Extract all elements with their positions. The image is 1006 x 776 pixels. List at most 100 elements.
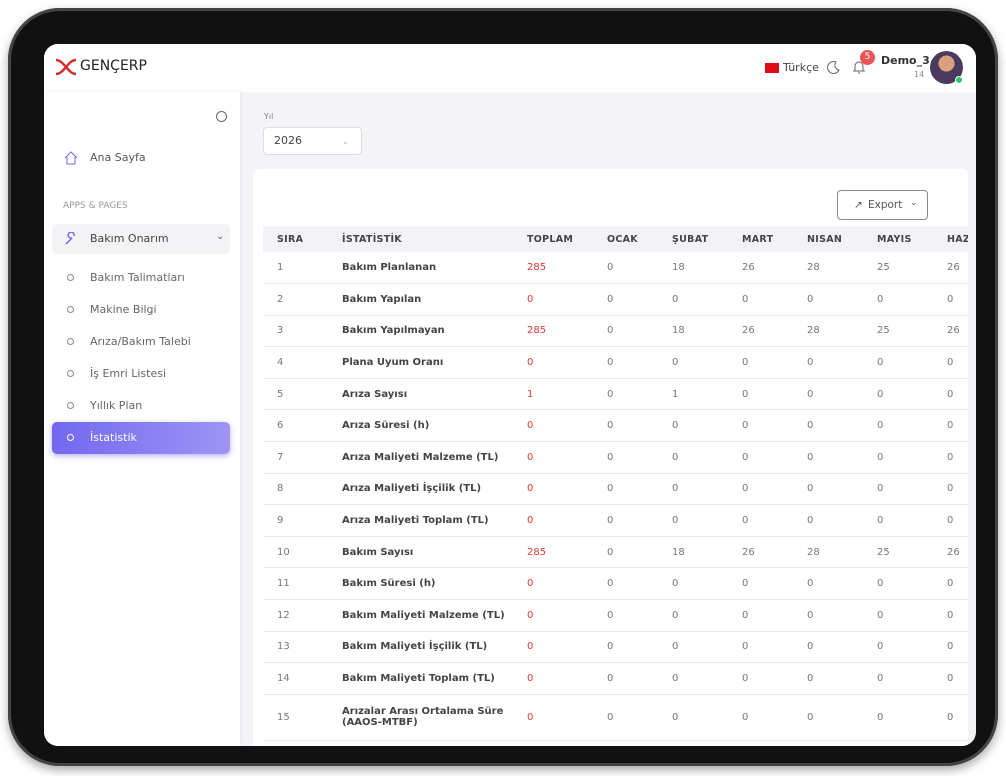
table-cell: 10 bbox=[263, 536, 328, 569]
table-cell: 26 bbox=[933, 536, 968, 569]
menu-item-label: Bakım Talimatları bbox=[90, 271, 185, 284]
table-cell: 0 bbox=[793, 599, 863, 632]
table-cell: 0 bbox=[793, 378, 863, 411]
stats-table: SIRA İSTATİSTİK TOPLAM OCAK ŞUBAT MART NISAN MA… bbox=[263, 226, 968, 741]
home-link[interactable]: Ana Sayfa bbox=[90, 151, 146, 164]
table-cell: 0 bbox=[658, 631, 728, 664]
table-cell: Bakım Maliyeti İşçilik (TL) bbox=[328, 631, 513, 664]
bullet bbox=[67, 338, 74, 345]
menu-item[interactable]: Yıllık Plan bbox=[52, 390, 230, 422]
table-row: 5 Arıza Sayısı 1 0 1 0 0 0 0 bbox=[263, 378, 968, 411]
table-cell: 285 bbox=[513, 536, 593, 569]
theme-toggle[interactable] bbox=[827, 60, 841, 74]
table-cell: 0 bbox=[658, 409, 728, 443]
table-row: 8 Arıza Maliyeti İşçilik (TL) 0 0 0 0 0 0 0 bbox=[263, 473, 968, 506]
table-cell: 0 bbox=[863, 694, 933, 741]
flag bbox=[765, 63, 779, 73]
table-cell: 0 bbox=[658, 567, 728, 601]
table-cell: 0 bbox=[933, 473, 968, 506]
table-cell: 0 bbox=[933, 694, 968, 741]
table-cell: 0 bbox=[728, 662, 793, 695]
table-cell: 0 bbox=[863, 567, 933, 601]
screen: GENÇERP Türkçe 5 Demo_3 14 Ana Sayfa APP… bbox=[44, 44, 976, 746]
column-header[interactable]: SIRA bbox=[263, 226, 328, 252]
table-cell: 0 bbox=[793, 346, 863, 379]
table-cell: 0 bbox=[793, 283, 863, 316]
menu-title[interactable]: Bakım Onarım bbox=[90, 232, 169, 245]
table-row: 2 Bakım Yapılan 0 0 0 0 0 0 0 bbox=[263, 283, 968, 316]
table-cell: 0 bbox=[863, 662, 933, 695]
menu-item-label: Arıza/Bakım Talebi bbox=[90, 335, 191, 348]
table-cell: 1 bbox=[263, 252, 328, 285]
table-cell: 3 bbox=[263, 315, 328, 348]
table-cell: 0 bbox=[513, 504, 593, 537]
table-row: 15 Arızalar Arası Ortalama Süre (AAOS-MTB… bbox=[263, 694, 968, 741]
table-cell: 26 bbox=[728, 252, 793, 285]
year-value: 2026 bbox=[274, 134, 302, 147]
table-cell: 0 bbox=[728, 283, 793, 316]
bell[interactable] bbox=[852, 59, 866, 75]
table-cell: 0 bbox=[593, 441, 658, 474]
year-select[interactable]: 2026 ⌄ bbox=[263, 127, 362, 155]
table-cell: 0 bbox=[658, 441, 728, 474]
menu-item[interactable]: İstatistik bbox=[52, 422, 230, 454]
column-header[interactable]: MART bbox=[728, 226, 793, 252]
table-cell: 0 bbox=[728, 378, 793, 411]
header: GENÇERP Türkçe 5 Demo_3 14 bbox=[44, 44, 976, 92]
table-cell: 18 bbox=[658, 536, 728, 569]
table-cell: 0 bbox=[513, 694, 593, 741]
table-cell: 0 bbox=[513, 567, 593, 601]
menu-item[interactable]: Makine Bilgi bbox=[52, 294, 230, 326]
chevron: ⌄ bbox=[216, 231, 225, 242]
table-cell: 0 bbox=[863, 599, 933, 632]
sidebar: Ana Sayfa APPS & PAGES Bakım Onarım ⌄ Ba… bbox=[44, 92, 240, 746]
column-header[interactable]: HAZ bbox=[933, 226, 968, 252]
table-row: 6 Arıza Süresi (h) 0 0 0 0 0 0 0 bbox=[263, 409, 968, 443]
export-label: Export bbox=[868, 199, 903, 211]
menu-item[interactable]: İş Emri Listesi bbox=[52, 358, 230, 390]
table-cell: 0 bbox=[728, 409, 793, 443]
menu-item[interactable]: Arıza/Bakım Talebi bbox=[52, 326, 230, 358]
table-cell: Arızalar Arası Ortalama Süre (AAOS-MTBF) bbox=[328, 694, 513, 741]
table-cell: 0 bbox=[933, 441, 968, 474]
table-cell: 0 bbox=[728, 694, 793, 741]
table-cell: 5 bbox=[263, 378, 328, 411]
column-header[interactable]: NISAN bbox=[793, 226, 863, 252]
notification-badge: 5 bbox=[860, 50, 875, 65]
table-cell: 0 bbox=[863, 631, 933, 664]
menu-group[interactable] bbox=[52, 224, 230, 254]
menu-item-label: İş Emri Listesi bbox=[90, 367, 166, 380]
table-cell: 0 bbox=[513, 662, 593, 695]
table-cell: Plana Uyum Oranı bbox=[328, 346, 513, 379]
table-cell: 285 bbox=[513, 252, 593, 285]
table-cell: 0 bbox=[933, 599, 968, 632]
table-cell: 0 bbox=[593, 252, 658, 285]
bullet bbox=[67, 274, 74, 281]
table-cell: Arıza Maliyeti Toplam (TL) bbox=[328, 504, 513, 537]
column-header[interactable]: ŞUBAT bbox=[658, 226, 728, 252]
status-dot bbox=[955, 76, 963, 84]
table-cell: 0 bbox=[728, 567, 793, 601]
menu-item[interactable]: Bakım Talimatları bbox=[52, 262, 230, 294]
export-button[interactable]: ↗ Export ⌄ bbox=[837, 190, 928, 220]
column-header[interactable]: OCAK bbox=[593, 226, 658, 252]
bullet bbox=[67, 306, 74, 313]
column-header[interactable]: TOPLAM bbox=[513, 226, 593, 252]
table-cell: 13 bbox=[263, 631, 328, 664]
column-header[interactable]: MAYIS bbox=[863, 226, 933, 252]
collapse-toggle[interactable] bbox=[216, 111, 227, 122]
table-cell: 0 bbox=[863, 283, 933, 316]
column-header[interactable]: İSTATİSTİK bbox=[328, 226, 513, 252]
table-cell: 0 bbox=[793, 441, 863, 474]
table-cell: 0 bbox=[933, 567, 968, 601]
table-cell: 0 bbox=[728, 441, 793, 474]
language[interactable]: Türkçe bbox=[783, 61, 819, 74]
table-cell: 0 bbox=[933, 631, 968, 664]
table-cell: 25 bbox=[863, 315, 933, 348]
table-cell: Bakım Yapılan bbox=[328, 283, 513, 316]
table-cell: 0 bbox=[658, 283, 728, 316]
table-cell: 0 bbox=[593, 315, 658, 348]
table-cell: 0 bbox=[658, 504, 728, 537]
table-cell: 0 bbox=[593, 473, 658, 506]
table-cell: 0 bbox=[728, 473, 793, 506]
